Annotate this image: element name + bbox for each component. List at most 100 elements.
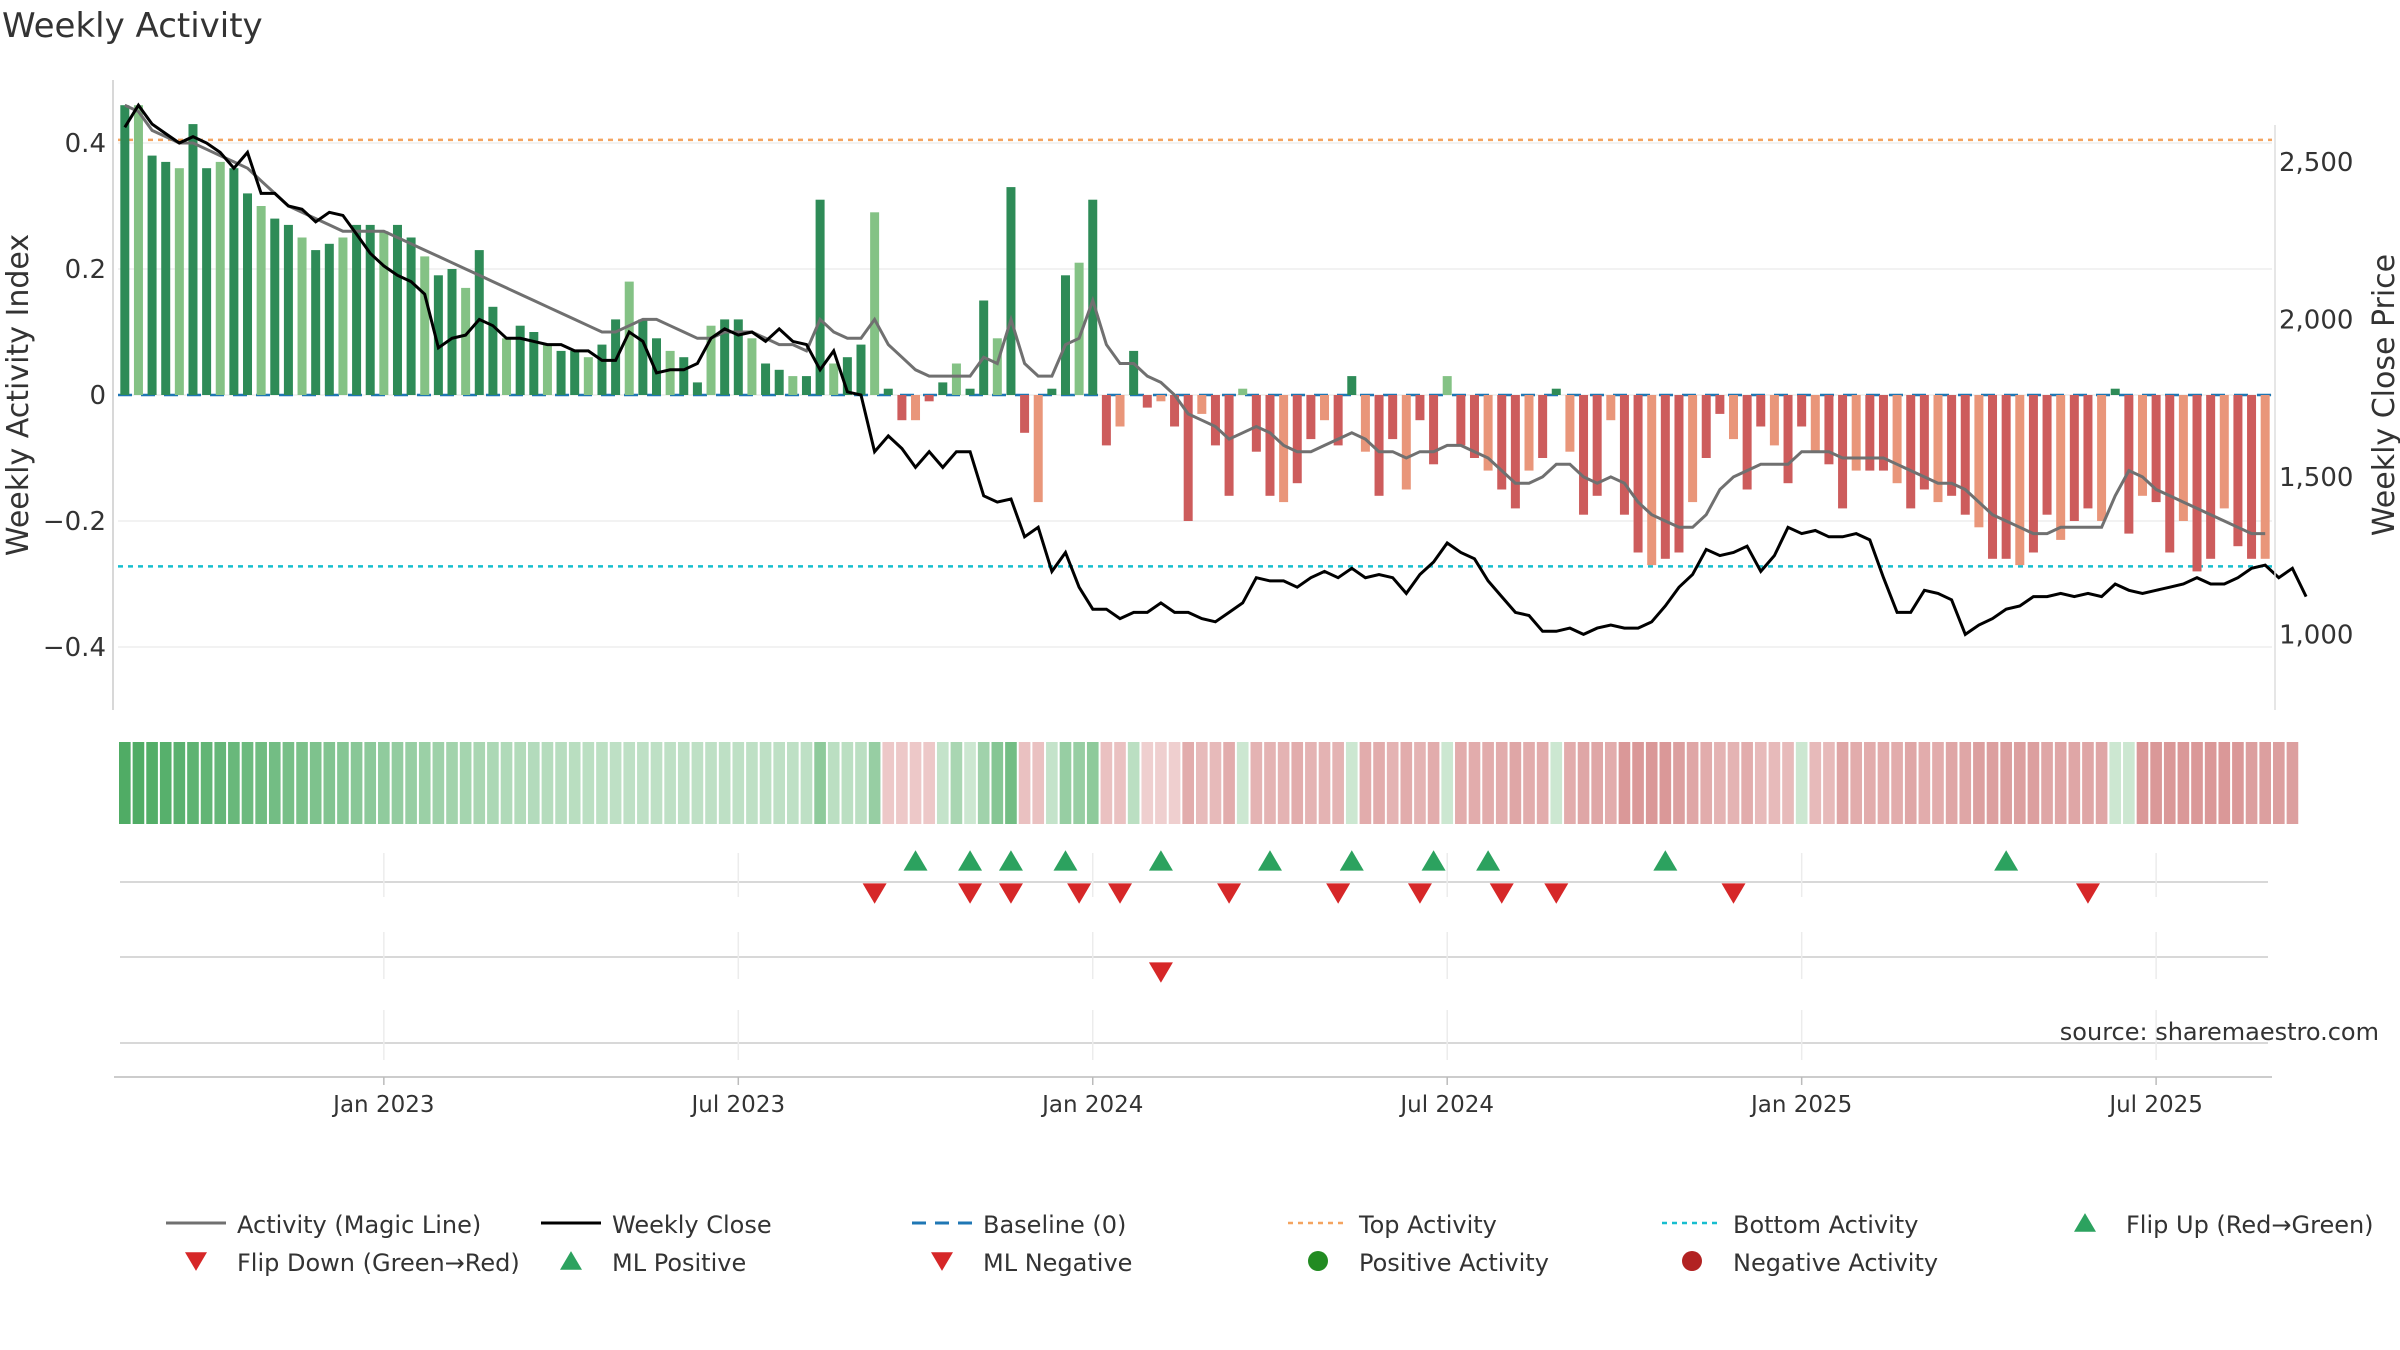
activity-bar-124 (1810, 395, 1820, 452)
activity-bar-148 (2137, 395, 2147, 496)
legend-label-bottom: Bottom Activity (1733, 1211, 1918, 1239)
colorbar-cell-36 (609, 742, 622, 824)
colorbar-cell-143 (2068, 742, 2081, 824)
flip-up-marker-5 (1257, 850, 1282, 871)
activity-bar-34 (583, 357, 593, 395)
activity-bar-118 (1729, 395, 1738, 440)
legend-symbol-posact (1308, 1251, 1328, 1271)
activity-bar-37 (624, 281, 634, 395)
colorbar-cell-72 (1100, 742, 1113, 824)
activity-bar-47 (761, 363, 771, 395)
activity-bar-91 (1360, 395, 1370, 452)
colorbar-cell-13 (296, 742, 308, 824)
colorbar-cell-73 (1114, 742, 1126, 824)
activity-bar-101 (1497, 395, 1507, 490)
activity-bar-59 (924, 395, 934, 402)
activity-bar-138 (2001, 395, 2011, 559)
colorbar-cell-33 (568, 742, 581, 824)
activity-bar-69 (1060, 275, 1070, 395)
colorbar-cell-126 (1836, 742, 1849, 824)
colorbar-cell-157 (2259, 742, 2271, 824)
activity-bar-63 (979, 300, 989, 395)
colorbar-cell-43 (705, 742, 717, 824)
y-right-tick-1: 2,000 (2279, 305, 2353, 335)
activity-bar-106 (1565, 395, 1575, 452)
activity-bar-89 (1333, 395, 1343, 446)
colorbar-cell-124 (1809, 742, 1822, 824)
flip-down-marker-11 (2075, 883, 2100, 904)
activity-bar-40 (665, 350, 675, 395)
colorbar-cell-67 (1032, 742, 1045, 824)
colorbar-cell-149 (2150, 742, 2162, 824)
flip-up-marker-3 (1053, 850, 1078, 871)
colorbar-cell-16 (337, 742, 349, 824)
activity-bar-114 (1674, 395, 1684, 553)
colorbar-cell-150 (2163, 742, 2176, 824)
flip-down-marker-8 (1489, 883, 1514, 904)
colorbar-cell-156 (2245, 742, 2258, 824)
activity-bar-46 (747, 338, 757, 395)
colorbar-cell-61 (950, 742, 963, 824)
activity-bar-133 (1933, 395, 1943, 503)
colorbar-cell-152 (2191, 742, 2203, 824)
activity-bar-27 (488, 306, 498, 395)
colorbar-cell-114 (1673, 742, 1685, 824)
activity-bar-32 (556, 350, 566, 395)
colorbar-cell-130 (1891, 742, 1903, 824)
flip-down-marker-10 (1721, 883, 1746, 904)
colorbar-cell-144 (2082, 742, 2094, 824)
colorbar-cell-59 (923, 742, 935, 824)
activity-bar-112 (1647, 395, 1657, 566)
activity-bar-41 (679, 357, 689, 395)
colorbar-cell-14 (309, 742, 322, 824)
activity-bar-130 (1892, 395, 1902, 484)
activity-bar-75 (1142, 395, 1152, 408)
activity-bar-42 (692, 382, 702, 395)
colorbar-cell-52 (827, 742, 840, 824)
colorbar-cell-39 (650, 742, 663, 824)
activity-bar-33 (570, 350, 580, 395)
activity-bar-147 (2124, 395, 2134, 534)
colorbar-cell-28 (500, 742, 513, 824)
legend-item-mlneg: ML Negative (931, 1249, 1132, 1277)
colorbar-cell-27 (487, 742, 499, 824)
colorbar-cell-94 (1400, 742, 1413, 824)
activity-bar-28 (502, 338, 512, 395)
colorbar-cell-32 (555, 742, 567, 824)
activity-bar-10 (256, 206, 266, 395)
activity-bar-104 (1538, 395, 1548, 458)
colorbar-cell-84 (1264, 742, 1276, 824)
colorbar-cell-151 (2177, 742, 2190, 824)
activity-colorbar (119, 742, 2299, 824)
activity-bar-48 (774, 369, 784, 395)
colorbar-cell-50 (800, 742, 813, 824)
activity-bar-98 (1456, 395, 1466, 446)
activity-bar-18 (365, 224, 375, 395)
colorbar-cell-58 (909, 742, 922, 824)
colorbar-cell-17 (350, 742, 363, 824)
activity-bar-60 (938, 382, 948, 395)
activity-bar-97 (1442, 376, 1452, 395)
y-axis-left-label: Weekly Activity Index (1, 234, 36, 556)
colorbar-cell-21 (405, 742, 417, 824)
activity-bar-68 (1047, 388, 1057, 395)
colorbar-cell-65 (1005, 742, 1017, 824)
colorbar-cell-25 (459, 742, 472, 824)
activity-bar-108 (1592, 395, 1602, 496)
flip-up-marker-9 (1653, 850, 1678, 871)
activity-bar-100 (1483, 395, 1493, 471)
colorbar-cell-91 (1359, 742, 1372, 824)
activity-bar-113 (1660, 395, 1670, 559)
legend-label-flipdown: Flip Down (Green→Red) (237, 1249, 520, 1277)
activity-bar-95 (1415, 395, 1425, 421)
colorbar-cell-60 (936, 742, 949, 824)
activity-bar-13 (297, 237, 307, 395)
colorbar-cell-79 (1196, 742, 1208, 824)
colorbar-cell-2 (146, 742, 158, 824)
legend-symbol-mlneg (931, 1252, 953, 1271)
colorbar-cell-153 (2204, 742, 2217, 824)
activity-bar-23 (433, 275, 443, 395)
colorbar-cell-127 (1850, 742, 1863, 824)
colorbar-cell-107 (1577, 742, 1590, 824)
colorbar-cell-78 (1182, 742, 1194, 824)
